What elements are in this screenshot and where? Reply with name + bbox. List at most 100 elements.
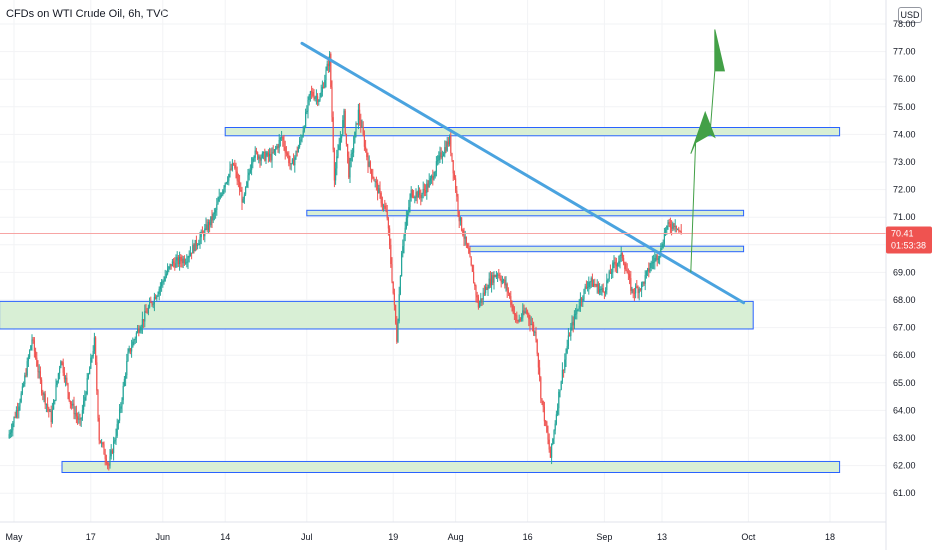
candle-body [533, 324, 535, 332]
candle-body [36, 357, 38, 367]
candle-body [404, 227, 406, 236]
candle-body [363, 134, 365, 147]
candle-body [141, 319, 143, 328]
candle-body [461, 217, 463, 230]
candle-body [12, 423, 14, 431]
candle-body [207, 221, 209, 230]
candle-body [577, 308, 579, 311]
candle-body [409, 197, 411, 208]
candle-body [413, 196, 415, 198]
price-tick-label: 68.00 [893, 295, 916, 305]
candle-body [252, 158, 254, 164]
candle-body [552, 439, 554, 444]
candle-body [201, 231, 203, 233]
candle-body [297, 146, 299, 153]
candle-body [481, 298, 483, 300]
candle-body [47, 404, 49, 408]
candle-body [135, 332, 137, 339]
currency-badge[interactable]: USD [898, 7, 922, 23]
time-tick-label: 13 [657, 532, 667, 542]
candle-body [498, 274, 500, 276]
candle-body [305, 112, 307, 127]
candle-body [629, 274, 631, 279]
candle-body [321, 86, 323, 92]
candle-body [138, 328, 140, 333]
support-resistance-zone[interactable] [0, 300, 754, 330]
candle-body [596, 283, 598, 287]
candle-body [101, 442, 103, 444]
candle-body [91, 356, 93, 358]
candle-body [102, 442, 104, 445]
candle-body [116, 424, 118, 436]
candle-body [104, 454, 106, 459]
candle-body [150, 302, 152, 304]
candle-body [469, 253, 471, 258]
candle-body [105, 458, 107, 464]
candle-body [110, 450, 112, 457]
candle-body [560, 381, 562, 390]
candle-body [567, 335, 569, 347]
candle-body [462, 229, 464, 236]
candle-body [117, 420, 119, 425]
candle-body [439, 152, 441, 156]
time-tick-label: May [5, 532, 23, 542]
bullish-arrow[interactable] [690, 29, 726, 273]
candle-body [33, 340, 35, 352]
candle-body [68, 392, 70, 401]
candle-body [614, 261, 616, 265]
time-tick-label: Jun [156, 532, 171, 542]
candle-body [13, 416, 15, 424]
candle-body [504, 279, 506, 286]
candle-body [411, 189, 413, 197]
candle-body [519, 319, 521, 321]
descending-trendline[interactable] [300, 41, 746, 305]
support-resistance-zone[interactable] [469, 245, 745, 253]
candle-body [661, 247, 663, 249]
candle-body [505, 283, 507, 286]
candle-body [73, 403, 75, 415]
candle-body [443, 154, 445, 157]
time-axis[interactable]: May 17 Jun 14 Jul 19 Aug 16 Sep 13 Oct 18 [5, 532, 835, 542]
candle-body [137, 328, 139, 333]
candle-body [547, 432, 549, 440]
candle-body [591, 278, 593, 287]
support-resistance-zone[interactable] [61, 460, 841, 473]
candle-body [75, 413, 77, 417]
candle-body [515, 314, 517, 316]
candle-body [127, 351, 129, 362]
candle-body [20, 393, 22, 402]
candle-body [205, 224, 207, 229]
candle-body [678, 228, 680, 231]
candle-body [144, 311, 146, 322]
candle-body [253, 157, 255, 159]
candle-body [539, 367, 541, 378]
support-resistance-zone[interactable] [306, 209, 745, 217]
time-tick-label: 17 [86, 532, 96, 542]
candle-body [602, 288, 604, 292]
candle-body [241, 191, 243, 203]
candle-body [551, 443, 553, 458]
price-axis[interactable]: 61.00 62.00 63.00 64.00 65.00 66.00 67.00 68.00… [893, 19, 916, 498]
candle-body [421, 193, 423, 199]
candle-body [383, 205, 385, 207]
candle-body [435, 161, 437, 172]
candle-body [428, 180, 430, 188]
candle-body [332, 117, 334, 150]
candle-body [186, 261, 188, 263]
candle-body [401, 253, 403, 277]
candle-body [128, 348, 130, 352]
candle-body [217, 201, 219, 205]
candle-body [403, 235, 405, 247]
candle-body [43, 393, 45, 395]
candle-body [192, 244, 194, 254]
candle-body [483, 292, 485, 294]
support-resistance-zone[interactable] [224, 127, 841, 137]
candle-body [276, 146, 278, 149]
candle-body [594, 283, 596, 286]
candle-body [365, 146, 367, 150]
candle-body [99, 440, 101, 444]
candle-body [229, 168, 231, 175]
candle-body [239, 181, 241, 190]
candle-body [294, 157, 296, 166]
